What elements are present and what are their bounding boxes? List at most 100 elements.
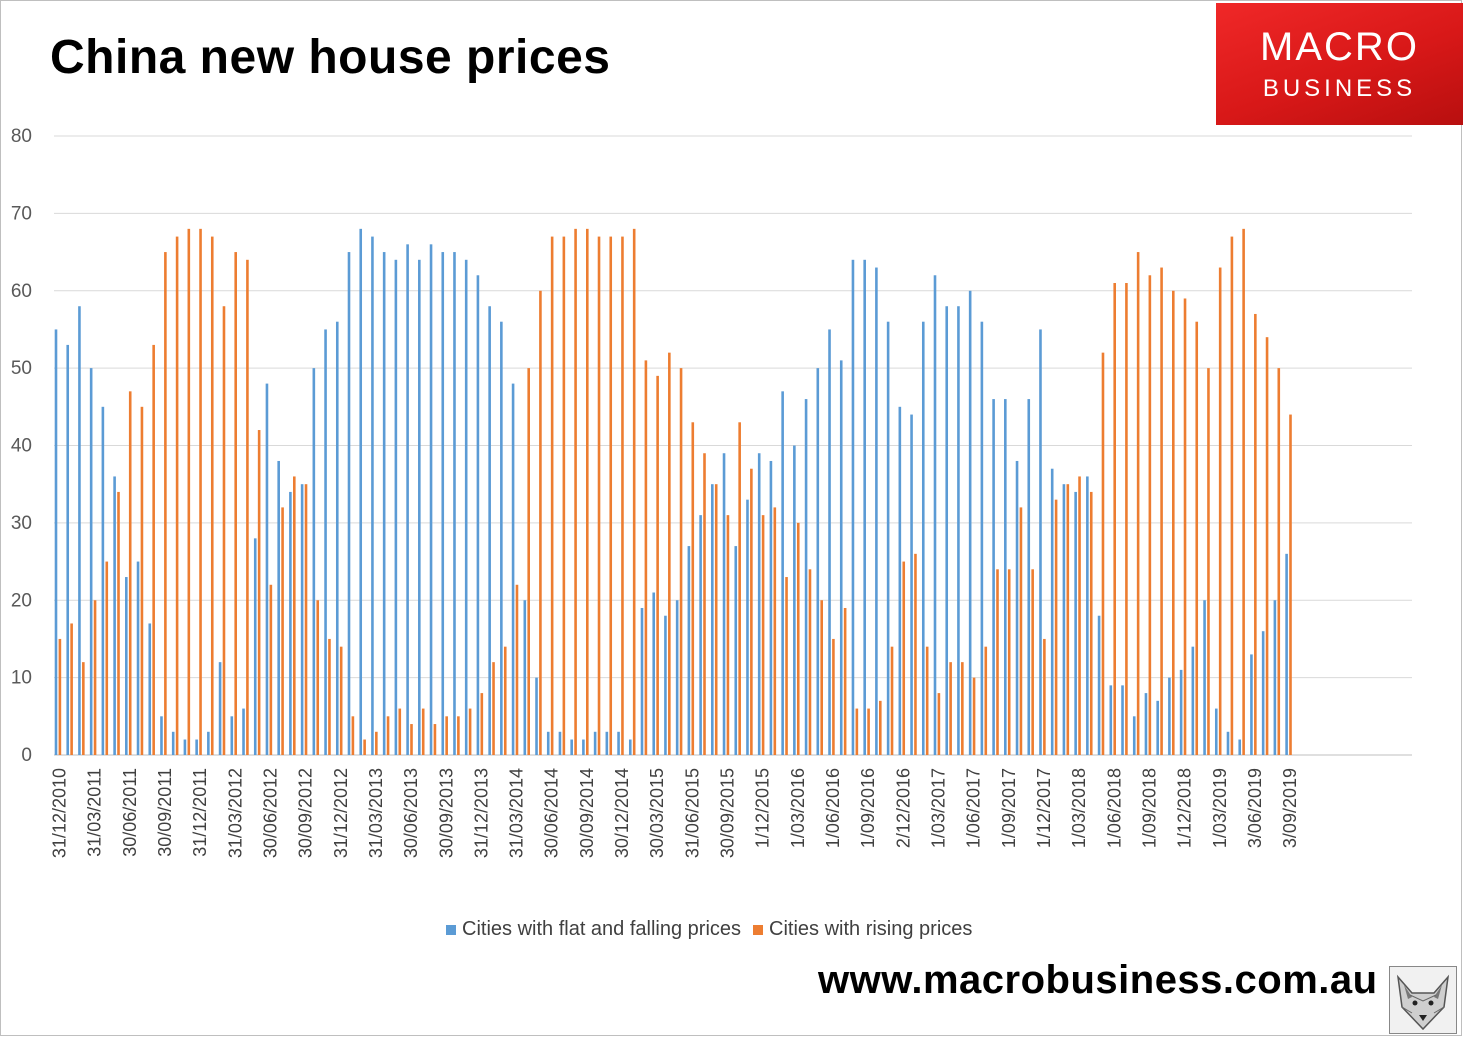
- y-tick-label: 20: [11, 590, 32, 611]
- bar-flat-falling: [593, 731, 597, 755]
- bar-flat-falling: [816, 368, 820, 755]
- bar-rising: [328, 638, 331, 755]
- x-tick-label: 1/09/2018: [1139, 768, 1159, 848]
- x-tick-label: 31/03/2011: [85, 768, 105, 857]
- bar-flat-falling: [300, 484, 304, 755]
- bar-rising: [679, 368, 683, 755]
- bar-rising: [58, 638, 62, 755]
- bar-rising: [1125, 283, 1128, 755]
- bar-flat-falling: [1074, 491, 1077, 755]
- bar-flat-falling: [687, 546, 691, 755]
- bar-rising: [1054, 499, 1058, 755]
- x-tick-label: 30/12/2014: [612, 768, 632, 858]
- bar-rising: [93, 600, 97, 755]
- bar-flat-falling: [617, 731, 620, 755]
- website-url: www.macrobusiness.com.au: [818, 958, 1378, 1002]
- bar-rising: [210, 236, 214, 755]
- bar-flat-falling: [1226, 731, 1230, 755]
- bar-flat-falling: [546, 731, 550, 755]
- bar-rising: [808, 569, 812, 755]
- bar-flat-falling: [125, 577, 128, 755]
- bar-flat-falling: [1273, 600, 1277, 755]
- bar-rising: [386, 716, 390, 755]
- x-tick-label: 30/06/2011: [120, 768, 140, 857]
- bar-flat-falling: [757, 453, 761, 755]
- y-tick-label: 10: [11, 668, 32, 689]
- bar-rising: [70, 623, 73, 755]
- legend-swatch-orange: [753, 924, 764, 935]
- bar-rising: [972, 677, 976, 755]
- bar-flat-falling: [1214, 708, 1218, 755]
- bar-rising: [140, 406, 144, 755]
- wolf-icon: [1389, 966, 1457, 1034]
- x-tick-label: 30/06/2012: [260, 768, 280, 858]
- bar-flat-falling: [746, 499, 749, 755]
- bar-flat-falling: [347, 252, 351, 755]
- bar-rising: [246, 259, 249, 755]
- bar-flat-falling: [910, 414, 913, 755]
- bar-flat-falling: [500, 321, 503, 755]
- bar-flat-falling: [1191, 646, 1195, 755]
- bar-rising: [1242, 228, 1245, 756]
- bar-rising: [410, 724, 413, 755]
- bar-flat-falling: [711, 484, 714, 755]
- bar-rising: [656, 375, 659, 755]
- bar-rising: [574, 228, 577, 756]
- bar-flat-falling: [558, 731, 562, 755]
- y-tick-label: 50: [11, 358, 32, 379]
- bar-flat-falling: [101, 406, 105, 755]
- x-tick-label: 30/06/2013: [401, 768, 421, 858]
- bar-flat-falling: [148, 623, 152, 755]
- bar-flat-falling: [253, 538, 257, 755]
- x-tick-label: 1/03/2016: [788, 768, 808, 848]
- bar-rising: [879, 700, 882, 755]
- x-tick-label: 31/03/2013: [366, 768, 386, 858]
- bar-flat-falling: [1132, 716, 1136, 755]
- legend: Cities with flat and falling prices Citi…: [446, 918, 984, 941]
- bar-flat-falling: [359, 228, 363, 756]
- y-tick-label: 70: [11, 203, 32, 224]
- bar-flat-falling: [1144, 693, 1148, 755]
- bar-flat-falling: [1261, 631, 1265, 755]
- bar-flat-falling: [793, 445, 796, 755]
- bar-flat-falling: [804, 399, 808, 755]
- x-tick-label: 1/03/2019: [1210, 768, 1230, 848]
- bar-flat-falling: [1109, 685, 1113, 755]
- bar-rising: [1113, 283, 1116, 755]
- bar-flat-falling: [1168, 677, 1171, 755]
- bar-flat-falling: [968, 290, 972, 755]
- bar-flat-falling: [640, 607, 644, 755]
- bar-rising: [1066, 484, 1070, 755]
- x-tick-label: 30/09/2011: [155, 768, 175, 857]
- bar-rising: [761, 515, 765, 755]
- bar-rising: [175, 236, 179, 755]
- bar-rising: [363, 739, 366, 755]
- bar-flat-falling: [335, 321, 339, 755]
- bar-rising: [1031, 569, 1034, 755]
- bar-flat-falling: [1097, 615, 1101, 755]
- x-tick-label: 3/06/2019: [1245, 768, 1265, 848]
- bar-rising: [433, 724, 437, 755]
- bar-rising: [480, 693, 484, 755]
- bar-flat-falling: [828, 329, 831, 755]
- bar-flat-falling: [734, 546, 738, 755]
- legend-swatch-blue: [446, 924, 456, 935]
- bar-rising: [902, 561, 906, 755]
- x-tick-label: 2/12/2016: [893, 768, 913, 848]
- x-tick-label: 1/09/2016: [858, 768, 878, 848]
- bar-rising: [281, 507, 284, 755]
- x-tick-label: 1/12/2018: [1175, 768, 1195, 848]
- bar-rising: [539, 290, 542, 755]
- bar-rising: [1183, 298, 1187, 755]
- bars: [54, 228, 1292, 756]
- bar-flat-falling: [195, 739, 198, 755]
- bar-flat-falling: [699, 515, 702, 755]
- x-tick-label: 1/03/2018: [1069, 768, 1089, 848]
- x-tick-label: 1/06/2018: [1104, 768, 1124, 848]
- bar-rising: [339, 646, 343, 755]
- x-tick-label: 30/03/2015: [647, 768, 667, 858]
- bar-rising: [1089, 491, 1093, 755]
- x-tick-label: 30/09/2013: [436, 768, 456, 858]
- bar-flat-falling: [1050, 468, 1054, 755]
- y-tick-label: 60: [11, 281, 32, 302]
